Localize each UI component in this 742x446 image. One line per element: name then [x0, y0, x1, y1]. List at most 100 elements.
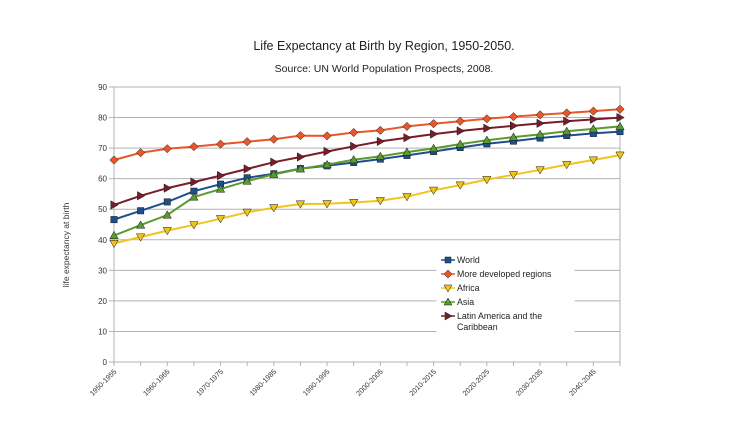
legend-item: Africa [441, 283, 480, 293]
data-point [562, 161, 572, 170]
series-asia [109, 121, 625, 239]
data-point [508, 171, 519, 180]
chart-subtitle: Source: UN World Population Prospects, 2… [275, 63, 494, 75]
y-tick-label: 80 [98, 114, 107, 123]
legend: World More developed regions Africa Asia Lat… [436, 248, 575, 339]
x-tick-label: 2040-2045 [567, 367, 598, 398]
legend-item: Asia [441, 297, 474, 307]
data-point [109, 230, 119, 239]
data-point [323, 146, 332, 157]
data-point [109, 155, 119, 165]
y-tick-label: 0 [103, 358, 108, 367]
data-point [562, 126, 572, 135]
data-point [429, 119, 439, 129]
x-tick-label: 1950-1955 [88, 367, 119, 398]
data-point [190, 177, 199, 187]
data-point [322, 200, 332, 209]
data-point [588, 124, 598, 133]
legend-label: Latin America and the [457, 311, 542, 321]
data-point [375, 151, 385, 160]
data-point [109, 239, 119, 249]
series-line [113, 130, 621, 221]
legend-item: More developed regions [441, 269, 552, 279]
data-point [243, 164, 252, 174]
data-point [428, 186, 439, 195]
data-point [242, 137, 252, 147]
series-africa [109, 151, 625, 249]
data-point [242, 176, 252, 185]
data-point [588, 156, 598, 165]
data-point [162, 210, 172, 219]
data-point [270, 157, 279, 167]
data-point [402, 147, 412, 156]
data-point [217, 170, 226, 181]
data-point [443, 284, 453, 293]
data-point [136, 220, 146, 229]
data-point [403, 133, 412, 143]
data-point [322, 131, 332, 141]
legend-label: Caribbean [457, 322, 498, 332]
data-point [443, 269, 453, 279]
data-point [510, 121, 519, 131]
series-group [109, 104, 625, 249]
series-line [113, 125, 621, 237]
legend-label: Asia [457, 297, 474, 307]
data-point [163, 183, 172, 193]
data-point [162, 144, 172, 154]
x-axis-ticks: 1950-1955 1960-1965 1970-1975 1980-1985 1990… [88, 362, 621, 398]
legend-box [436, 248, 575, 339]
data-point [616, 112, 625, 123]
data-point [269, 134, 279, 144]
series-world [110, 128, 624, 224]
data-point [444, 311, 453, 321]
y-tick-label: 30 [98, 266, 107, 275]
data-point [402, 193, 412, 202]
data-point [508, 112, 519, 122]
y-tick-label: 50 [98, 205, 107, 214]
legend-label: Africa [457, 283, 480, 293]
x-tick-label: 2020-2025 [461, 367, 492, 398]
x-tick-label: 1990-1995 [301, 367, 332, 398]
data-point [430, 129, 439, 139]
data-point [535, 129, 545, 138]
y-tick-label: 70 [98, 144, 107, 153]
data-point [402, 121, 412, 131]
data-point [137, 191, 146, 201]
data-point [189, 192, 199, 201]
x-tick-label: 1980-1985 [248, 367, 279, 398]
data-point [349, 199, 359, 208]
x-tick-label: 1960-1965 [141, 367, 172, 398]
data-point [455, 139, 465, 148]
data-point [444, 256, 452, 264]
data-point [110, 216, 118, 224]
data-point [295, 164, 306, 173]
data-point [376, 136, 386, 147]
data-point [508, 132, 519, 141]
data-point [189, 221, 199, 230]
data-point [455, 181, 465, 190]
data-point [269, 204, 279, 213]
data-point [296, 152, 306, 162]
data-point [215, 139, 226, 149]
data-point [482, 114, 492, 124]
data-point [483, 123, 492, 133]
data-point [482, 176, 492, 185]
data-point [615, 151, 625, 160]
chart-title: Life Expectancy at Birth by Region, 1950… [253, 39, 514, 53]
y-axis-ticks: 0 10 20 30 40 50 60 70 80 90 [98, 83, 114, 367]
data-point [615, 121, 625, 130]
data-point [136, 233, 146, 242]
series-line [113, 154, 621, 245]
data-point [110, 200, 119, 210]
data-point [375, 197, 385, 206]
data-point [322, 159, 332, 169]
data-point [136, 148, 146, 158]
data-point [428, 143, 439, 152]
data-point [589, 114, 599, 125]
series-latin-america-and-the-caribbean [110, 112, 625, 210]
data-point [163, 198, 171, 206]
data-point [562, 108, 572, 118]
x-tick-label: 2010-2015 [407, 367, 438, 398]
data-point [349, 127, 359, 138]
